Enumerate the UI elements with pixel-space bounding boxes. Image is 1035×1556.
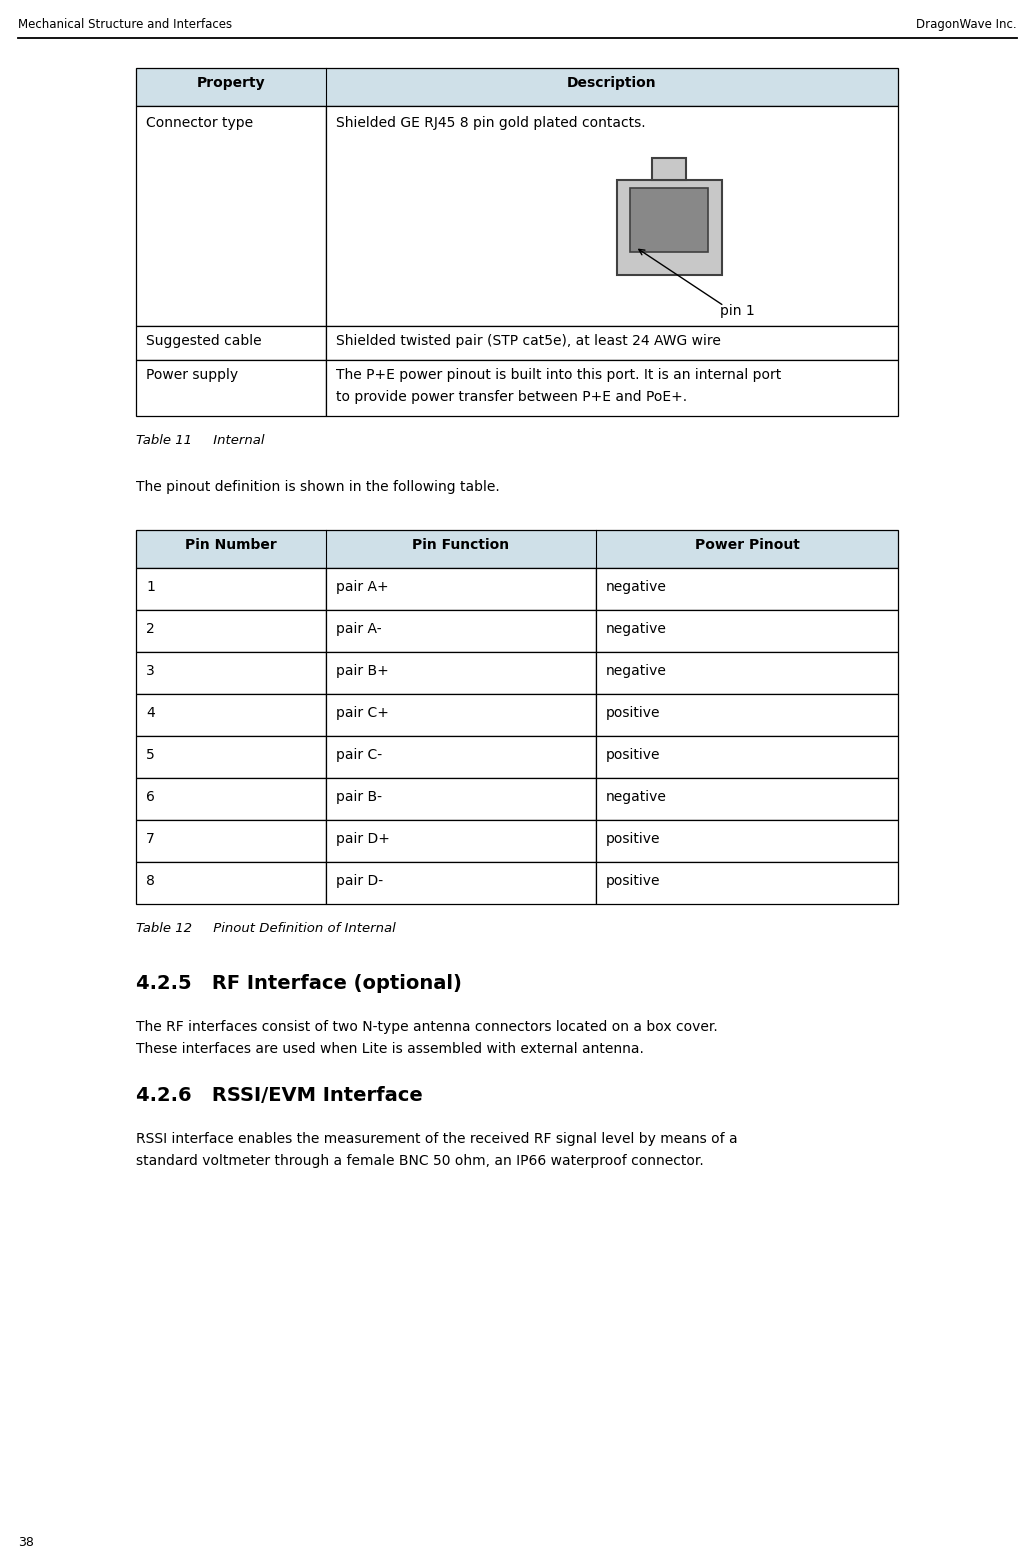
Bar xyxy=(617,180,722,275)
Text: negative: negative xyxy=(607,622,667,636)
Text: positive: positive xyxy=(607,748,660,762)
Text: The P+E power pinout is built into this port. It is an internal port: The P+E power pinout is built into this … xyxy=(336,369,781,383)
Bar xyxy=(326,652,596,694)
Text: Pin Number: Pin Number xyxy=(185,538,277,552)
Bar xyxy=(136,736,326,778)
Text: Shielded GE RJ45 8 pin gold plated contacts.: Shielded GE RJ45 8 pin gold plated conta… xyxy=(336,117,646,131)
Text: DragonWave Inc.: DragonWave Inc. xyxy=(916,19,1017,31)
Bar xyxy=(630,188,708,252)
Text: Table 12     Pinout Definition of Internal: Table 12 Pinout Definition of Internal xyxy=(136,923,395,935)
Bar xyxy=(136,327,326,359)
Text: Shielded twisted pair (STP cat5e), at least 24 AWG wire: Shielded twisted pair (STP cat5e), at le… xyxy=(336,335,720,349)
Text: negative: negative xyxy=(607,790,667,804)
Bar xyxy=(326,327,898,359)
Bar xyxy=(652,159,686,180)
Text: 1: 1 xyxy=(146,580,155,594)
Text: The pinout definition is shown in the following table.: The pinout definition is shown in the fo… xyxy=(136,479,500,493)
Text: The RF interfaces consist of two N-type antenna connectors located on a box cove: The RF interfaces consist of two N-type … xyxy=(136,1021,717,1035)
Text: positive: positive xyxy=(607,832,660,846)
Text: Suggested cable: Suggested cable xyxy=(146,335,262,349)
Bar xyxy=(326,694,596,736)
Bar xyxy=(596,862,898,904)
Bar xyxy=(326,610,596,652)
Text: Power Pinout: Power Pinout xyxy=(694,538,799,552)
Bar xyxy=(596,736,898,778)
Text: 4.2.5   RF Interface (optional): 4.2.5 RF Interface (optional) xyxy=(136,974,462,993)
Bar xyxy=(596,610,898,652)
Text: RSSI interface enables the measurement of the received RF signal level by means : RSSI interface enables the measurement o… xyxy=(136,1133,738,1147)
Text: pair C+: pair C+ xyxy=(336,706,389,720)
Bar xyxy=(136,531,898,568)
Bar xyxy=(326,568,596,610)
Bar xyxy=(596,778,898,820)
Text: pair B+: pair B+ xyxy=(336,664,389,678)
Text: These interfaces are used when Lite is assembled with external antenna.: These interfaces are used when Lite is a… xyxy=(136,1043,644,1057)
Text: 4: 4 xyxy=(146,706,155,720)
Text: pin 1: pin 1 xyxy=(720,303,755,317)
Text: 38: 38 xyxy=(18,1536,34,1550)
Text: Property: Property xyxy=(197,76,265,90)
Text: negative: negative xyxy=(607,664,667,678)
Bar xyxy=(136,694,326,736)
Bar xyxy=(136,106,326,327)
Text: pair C-: pair C- xyxy=(336,748,382,762)
Text: 3: 3 xyxy=(146,664,155,678)
Bar xyxy=(326,359,898,415)
Text: pair A+: pair A+ xyxy=(336,580,388,594)
Bar xyxy=(326,820,596,862)
Text: pair D-: pair D- xyxy=(336,874,383,888)
Text: 2: 2 xyxy=(146,622,155,636)
Text: Table 11     Internal: Table 11 Internal xyxy=(136,434,265,447)
Bar xyxy=(596,652,898,694)
Text: Mechanical Structure and Interfaces: Mechanical Structure and Interfaces xyxy=(18,19,232,31)
Text: 4.2.6   RSSI/EVM Interface: 4.2.6 RSSI/EVM Interface xyxy=(136,1086,422,1105)
Text: Connector type: Connector type xyxy=(146,117,254,131)
Bar xyxy=(136,359,326,415)
Bar xyxy=(136,652,326,694)
Text: pair B-: pair B- xyxy=(336,790,382,804)
Bar xyxy=(596,568,898,610)
Text: 7: 7 xyxy=(146,832,155,846)
Text: Pin Function: Pin Function xyxy=(412,538,509,552)
Bar xyxy=(326,106,898,327)
Bar xyxy=(326,862,596,904)
Text: 8: 8 xyxy=(146,874,155,888)
Bar xyxy=(326,736,596,778)
Text: Description: Description xyxy=(567,76,657,90)
Bar xyxy=(136,610,326,652)
Text: Power supply: Power supply xyxy=(146,369,238,383)
Text: standard voltmeter through a female BNC 50 ohm, an IP66 waterproof connector.: standard voltmeter through a female BNC … xyxy=(136,1155,704,1169)
Bar xyxy=(136,778,326,820)
Text: positive: positive xyxy=(607,706,660,720)
Text: negative: negative xyxy=(607,580,667,594)
Bar xyxy=(136,820,326,862)
Bar xyxy=(136,568,326,610)
Bar xyxy=(596,820,898,862)
Text: pair D+: pair D+ xyxy=(336,832,390,846)
Text: pair A-: pair A- xyxy=(336,622,382,636)
Text: positive: positive xyxy=(607,874,660,888)
Bar xyxy=(136,68,898,106)
Bar xyxy=(596,694,898,736)
Text: to provide power transfer between P+E and PoE+.: to provide power transfer between P+E an… xyxy=(336,391,687,405)
Bar xyxy=(136,862,326,904)
Text: 6: 6 xyxy=(146,790,155,804)
Bar xyxy=(326,778,596,820)
Text: 5: 5 xyxy=(146,748,155,762)
